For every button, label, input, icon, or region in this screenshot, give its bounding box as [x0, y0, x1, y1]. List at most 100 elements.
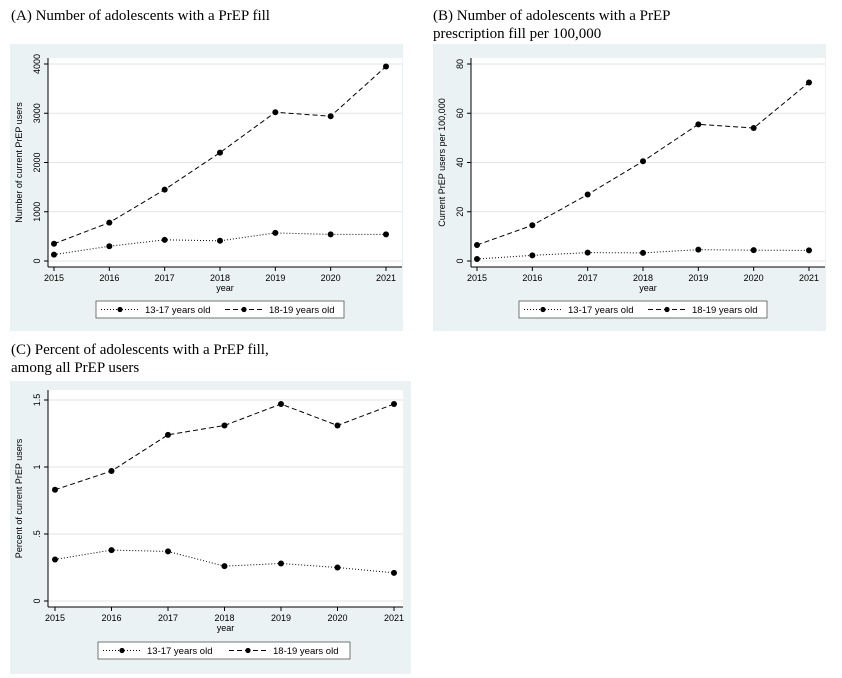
chart-b-x-tick-label-6: 2021 — [799, 273, 819, 283]
chart-c-y-tick-label-1: .5 — [32, 530, 42, 538]
chart-c-series-0-point-3 — [221, 563, 228, 570]
chart-a-y-tick-label-2: 2000 — [32, 152, 42, 172]
chart-b-series-0-point-3 — [640, 249, 646, 256]
chart-a-series-0-point-6 — [383, 231, 389, 238]
chart-b-series-0-point-4 — [695, 246, 702, 253]
chart-b-x-tick-label-1: 2016 — [522, 273, 542, 283]
chart-c-y-tick-label-3: 1.5 — [32, 394, 42, 407]
chart-c-legend-label-0: 13-17 years old — [147, 646, 212, 657]
chart-a-legend-box — [95, 300, 345, 319]
chart-a-series-0-point-2 — [161, 236, 168, 243]
chart-c-series-0-point-1 — [108, 547, 115, 554]
chart-c-series-1-point-5 — [334, 422, 341, 429]
chart-b-series-1-point-0 — [474, 241, 480, 248]
chart-c-legend-key-marker-0 — [119, 647, 125, 654]
chart-b-legend-label-0: 13-17 years old — [568, 305, 633, 316]
chart-c-series-0-point-5 — [334, 564, 341, 571]
chart-c-series-1-point-1 — [108, 468, 115, 475]
chart-a-legend-key-marker-1 — [241, 306, 247, 313]
chart-c-series-1-point-0 — [52, 486, 58, 493]
chart-c-x-tick-label-4: 2019 — [271, 613, 291, 623]
chart-a-title: (A) Number of adolescents with a PrEP fi… — [11, 7, 270, 25]
chart-a-x-tick-label-1: 2016 — [99, 273, 119, 283]
chart-b-y-tick-label-0: 0 — [455, 258, 465, 263]
chart-c-x-tick-label-0: 2015 — [45, 613, 65, 623]
chart-c-legend: 13-17 years old 18-19 years old — [97, 641, 351, 660]
chart-a-series-1-point-3 — [217, 149, 223, 156]
chart-c-series-1-point-4 — [278, 401, 284, 408]
chart-a-series-1-point-4 — [272, 109, 279, 116]
chart-b: 0 20 40 60 80 2015 2016 2017 2018 2019 2020 2021 yea… — [433, 44, 826, 331]
chart-c-legend-key-marker-1 — [245, 647, 251, 654]
chart-b-series-0-point-2 — [584, 249, 591, 256]
chart-a-series-0-point-4 — [272, 229, 279, 236]
chart-c-series-0-point-0 — [52, 556, 58, 563]
chart-b-series-0-point-1 — [529, 252, 536, 259]
chart-b-y-axis-title: Current PrEP users per 100,000 — [437, 98, 447, 226]
chart-b-legend: 13-17 years old 18-19 years old — [518, 300, 768, 319]
chart-b-title-line-1: (B) Number of adolescents with a PrEP — [433, 8, 671, 24]
chart-c-y-tick-label-0: 0 — [32, 598, 42, 603]
chart-b-legend-label-1: 18-19 years old — [692, 305, 757, 316]
chart-c: 0 .5 1 1.5 2015 2016 2017 2018 2019 2020 2021 year P… — [10, 381, 411, 674]
chart-b-x-tick-label-3: 2018 — [633, 273, 653, 283]
chart-c-legend-label-1: 18-19 years old — [273, 646, 338, 657]
chart-a-x-tick-label-2: 2017 — [155, 273, 175, 283]
chart-a: 0 1000 2000 3000 4000 2015 2016 2017 2018 2019 202… — [10, 44, 403, 331]
chart-a-legend-key-marker-0 — [117, 306, 123, 313]
chart-c-y-tick-label-2: 1 — [32, 464, 42, 469]
chart-b-y-tick-label-3: 60 — [455, 108, 465, 118]
chart-b-series-1-point-1 — [529, 222, 536, 229]
chart-b-x-tick-label-2: 2017 — [578, 273, 598, 283]
chart-a-x-tick-label-3: 2018 — [210, 273, 230, 283]
chart-c-plot-area — [48, 390, 403, 607]
chart-c-title-line-1: (C) Percent of adolescents with a PrEP f… — [11, 342, 269, 358]
chart-b-y-tick-label-4: 80 — [455, 59, 465, 69]
chart-a-x-axis-title: year — [216, 283, 234, 293]
chart-c-x-tick-label-5: 2020 — [327, 613, 347, 623]
chart-c-x-axis-title: year — [217, 623, 235, 633]
chart-c-series-0-point-4 — [278, 560, 284, 567]
chart-c-x-tick-label-1: 2016 — [101, 613, 121, 623]
chart-c-y-axis-title: Percent of current PrEP users — [14, 438, 24, 558]
chart-b-legend-box — [518, 300, 768, 319]
chart-c-x-tick-label-3: 2018 — [214, 613, 234, 623]
chart-a-y-tick-label-0: 0 — [32, 258, 42, 263]
chart-c-legend-box — [97, 641, 351, 660]
chart-b-title: (B) Number of adolescents with a PrEP pr… — [433, 7, 670, 43]
chart-b-series-1-point-4 — [695, 121, 702, 128]
chart-c-series-1-point-2 — [165, 431, 171, 438]
chart-a-x-tick-label-5: 2020 — [321, 273, 341, 283]
chart-a-series-0-point-1 — [106, 243, 113, 250]
chart-a-series-0-point-5 — [327, 231, 334, 238]
chart-a-title-line-1: (A) Number of adolescents with a PrEP fi… — [11, 8, 270, 24]
chart-b-title-line-2: prescription fill per 100,000 — [433, 26, 602, 42]
chart-b-y-tick-label-2: 40 — [455, 157, 465, 167]
chart-a-y-axis-title: Number of current PrEP users — [14, 102, 24, 223]
chart-b-x-tick-label-4: 2019 — [688, 273, 708, 283]
chart-c-title: (C) Percent of adolescents with a PrEP f… — [11, 341, 269, 377]
chart-c-title-line-2: among all PrEP users — [11, 360, 140, 376]
chart-a-x-tick-label-6: 2021 — [376, 273, 396, 283]
chart-c-series-1-point-6 — [391, 401, 397, 408]
chart-c-x-tick-label-6: 2021 — [384, 613, 404, 623]
chart-a-series-1-point-2 — [161, 186, 168, 193]
chart-a-legend-label-0: 13-17 years old — [145, 305, 210, 316]
chart-a-y-tick-label-4: 4000 — [32, 54, 42, 74]
chart-b-series-0-point-5 — [750, 247, 757, 254]
chart-b-legend-key-marker-1 — [664, 306, 670, 313]
chart-a-series-0-point-3 — [217, 237, 223, 244]
chart-a-series-1-point-1 — [106, 219, 113, 226]
chart-b-x-tick-label-0: 2015 — [467, 273, 487, 283]
chart-a-series-1-point-6 — [383, 63, 389, 70]
chart-b-series-1-point-6 — [806, 79, 812, 86]
chart-c-series-0-point-2 — [165, 548, 171, 555]
chart-a-series-1-point-0 — [51, 240, 57, 247]
chart-b-legend-key-marker-0 — [540, 306, 546, 313]
chart-b-y-tick-label-1: 20 — [455, 207, 465, 217]
chart-a-y-tick-label-1: 1000 — [32, 202, 42, 222]
chart-a-series-0-point-0 — [51, 251, 57, 258]
chart-b-series-1-point-2 — [584, 191, 591, 198]
chart-b-x-axis-title: year — [639, 283, 657, 293]
chart-a-legend: 13-17 years old 18-19 years old — [95, 300, 345, 319]
